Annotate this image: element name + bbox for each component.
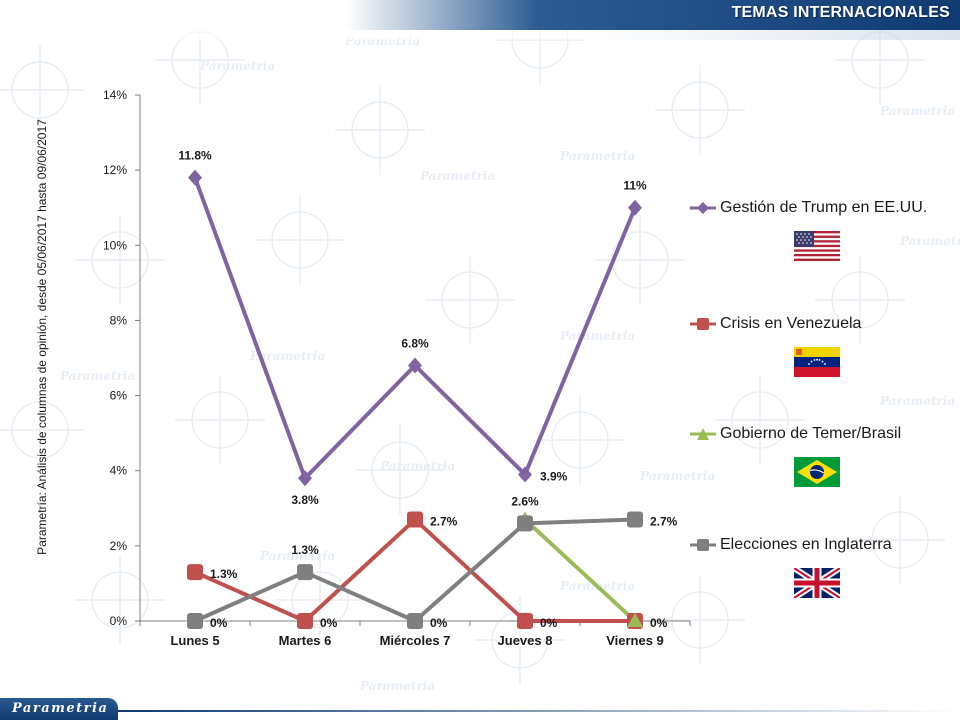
svg-text:Parametria: Parametria bbox=[559, 329, 635, 343]
svg-text:Parametria: Parametria bbox=[59, 369, 135, 383]
svg-text:Parametria: Parametria bbox=[199, 59, 275, 73]
svg-text:Parametria: Parametria bbox=[639, 469, 715, 483]
legend-item-inglaterra: Elecciones en Inglaterra bbox=[690, 532, 950, 622]
data-point-marker bbox=[187, 613, 203, 629]
series-line bbox=[193, 176, 637, 481]
x-tick-label: Lunes 5 bbox=[170, 633, 219, 648]
svg-text:Parametria: Parametria bbox=[559, 149, 635, 163]
footer-line bbox=[118, 710, 960, 712]
data-point-marker bbox=[517, 515, 533, 532]
series-line bbox=[194, 517, 636, 623]
data-label: 6.8% bbox=[401, 337, 429, 351]
uk-flag-icon bbox=[794, 568, 840, 598]
brazil-flag-icon bbox=[794, 457, 840, 487]
data-point-marker bbox=[297, 613, 313, 629]
y-tick-label: 14% bbox=[103, 88, 127, 102]
data-label: 1.3% bbox=[210, 567, 238, 581]
legend-square-marker-icon bbox=[690, 318, 716, 330]
data-point-marker bbox=[407, 511, 423, 528]
legend-label-venezuela: Crisis en Venezuela bbox=[720, 315, 862, 332]
svg-text:Parametria: Parametria bbox=[419, 169, 495, 183]
data-label: 11% bbox=[623, 179, 647, 193]
data-point-marker bbox=[298, 470, 312, 487]
legend-triangle-marker-icon bbox=[690, 428, 716, 440]
section-title: TEMAS INTERNACIONALES bbox=[731, 4, 950, 21]
svg-text:Parametria: Parametria bbox=[879, 394, 955, 408]
data-label: 2.6% bbox=[511, 494, 539, 508]
legend-item-trump: Gestión de Trump en EE.UU. bbox=[690, 195, 950, 285]
data-point-marker bbox=[517, 613, 533, 629]
data-label: 3.8% bbox=[291, 493, 319, 507]
legend-item-venezuela: Crisis en Venezuela bbox=[690, 311, 950, 401]
x-tick-label: Jueves 8 bbox=[498, 633, 553, 648]
parametria-logo-text: Parametria bbox=[12, 701, 109, 716]
data-label: 11.8% bbox=[178, 149, 212, 163]
data-label: 0% bbox=[540, 616, 558, 630]
data-point-marker bbox=[518, 466, 532, 483]
legend-square-marker-icon bbox=[690, 539, 716, 551]
parametria-logo: Parametria bbox=[0, 698, 118, 720]
venezuela-flag-icon bbox=[794, 347, 840, 377]
data-label: 1.3% bbox=[291, 543, 319, 557]
legend-label-inglaterra: Elecciones en Inglaterra bbox=[720, 536, 892, 553]
legend-diamond-marker-icon bbox=[690, 202, 716, 214]
data-point-marker bbox=[627, 511, 643, 528]
data-label: 0% bbox=[650, 616, 668, 630]
data-label: 0% bbox=[320, 616, 338, 630]
x-tick-label: Martes 6 bbox=[279, 633, 332, 648]
y-tick-label: 4% bbox=[110, 464, 128, 478]
data-label: 0% bbox=[210, 616, 228, 630]
header-bar bbox=[0, 0, 960, 30]
header-shine bbox=[0, 30, 960, 40]
legend-label-brasil: Gobierno de Temer/Brasil bbox=[720, 425, 902, 442]
legend-item-brasil: Gobierno de Temer/Brasil bbox=[690, 421, 950, 511]
y-tick-label: 8% bbox=[110, 313, 128, 327]
data-point-marker bbox=[627, 613, 643, 627]
usa-flag-icon bbox=[794, 231, 840, 261]
x-tick-label: Miércoles 7 bbox=[380, 633, 451, 648]
series-line bbox=[194, 517, 635, 623]
data-label: 2.7% bbox=[430, 515, 458, 529]
svg-text:Parametria: Parametria bbox=[879, 104, 955, 118]
y-tick-label: 10% bbox=[103, 238, 127, 252]
y-tick-label: 12% bbox=[103, 163, 127, 177]
svg-text:Parametria: Parametria bbox=[259, 549, 335, 563]
data-point-marker bbox=[408, 357, 422, 374]
svg-text:Parametria: Parametria bbox=[379, 459, 455, 473]
svg-text:Parametria: Parametria bbox=[359, 679, 435, 693]
x-tick-label: Viernes 9 bbox=[606, 633, 664, 648]
data-point-marker bbox=[187, 564, 203, 581]
data-point-marker bbox=[297, 564, 313, 581]
data-label: 2.7% bbox=[650, 515, 678, 529]
svg-text:Parametria: Parametria bbox=[249, 349, 325, 363]
data-label: 3.9% bbox=[540, 469, 568, 483]
data-point-marker bbox=[188, 169, 202, 186]
y-tick-label: 2% bbox=[110, 539, 128, 553]
series-line bbox=[523, 518, 637, 623]
y-tick-label: 0% bbox=[110, 614, 128, 628]
data-point-marker bbox=[407, 613, 423, 629]
data-point-marker bbox=[628, 199, 642, 216]
y-axis-label: Parametría: Análisis de columnas de opin… bbox=[35, 119, 49, 555]
data-label: 0% bbox=[430, 616, 448, 630]
y-tick-label: 6% bbox=[110, 389, 128, 403]
legend-label-trump: Gestión de Trump en EE.UU. bbox=[720, 199, 928, 216]
svg-text:Parametria: Parametria bbox=[899, 234, 960, 248]
